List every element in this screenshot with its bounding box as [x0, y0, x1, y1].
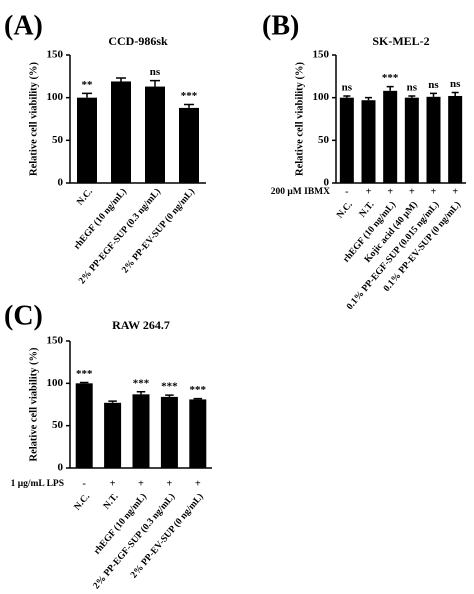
- y-tick-label: 100: [47, 377, 64, 389]
- error-bar: [79, 381, 89, 384]
- x-tick-label: N.T.: [358, 200, 377, 220]
- treatment-label: 200 μM IBMX: [271, 187, 330, 197]
- x-tick-label: N.C.: [335, 200, 355, 221]
- bar: [145, 86, 165, 183]
- treatment-sign: +: [452, 186, 458, 197]
- treatment-sign: +: [195, 478, 201, 489]
- y-tick-label: 0: [58, 462, 64, 474]
- y-tick-label: 100: [47, 91, 64, 103]
- y-tick-label: 100: [313, 91, 330, 103]
- treatment-sign: -: [345, 186, 348, 197]
- error-bar: [184, 103, 194, 108]
- treatment-sign: -: [83, 478, 86, 489]
- y-tick-label: 150: [313, 49, 330, 61]
- error-bar: [165, 394, 174, 397]
- error-bar: [451, 91, 459, 96]
- y-tick-label: 150: [47, 335, 64, 347]
- y-tick-label: 150: [47, 49, 64, 61]
- bar: [361, 100, 376, 183]
- panel-label: (B): [262, 10, 299, 41]
- x-tick-label: rhEGF (10 ng/mL): [92, 491, 149, 556]
- bar: [132, 394, 150, 468]
- x-tick-label: 0.1% PP-EGF-SUP (0.015 ng/mL): [344, 199, 441, 312]
- bar: [339, 97, 354, 183]
- bar: [77, 97, 97, 183]
- y-tick-label: 0: [58, 177, 64, 189]
- significance-label: ns: [428, 79, 439, 91]
- treatment-sign: +: [366, 186, 372, 197]
- significance-label: ns: [407, 81, 418, 93]
- significance-label: ***: [133, 377, 150, 389]
- error-bar: [193, 397, 203, 400]
- significance-label: ***: [190, 384, 207, 396]
- significance-label: ns: [342, 81, 353, 93]
- error-bar: [150, 79, 160, 87]
- error-bar: [365, 96, 372, 101]
- error-bar: [116, 77, 126, 82]
- x-tick-label: N.T.: [102, 492, 121, 512]
- error-bar: [82, 92, 92, 98]
- bar: [189, 399, 207, 468]
- panel-label: (A): [4, 10, 43, 41]
- chart-title: RAW 264.7: [112, 318, 170, 332]
- error-bar: [343, 95, 351, 98]
- bar: [426, 96, 441, 183]
- treatment-sign: +: [110, 478, 116, 489]
- panel-label: (C): [4, 300, 43, 331]
- bar: [179, 107, 199, 183]
- x-tick-label: N.C.: [73, 492, 93, 513]
- y-tick-label: 50: [318, 134, 330, 146]
- significance-label: **: [82, 79, 94, 91]
- y-tick-label: 50: [52, 134, 64, 146]
- treatment-label: 1 μg/mL LPS: [11, 479, 64, 489]
- chart-title: SK-MEL-2: [372, 34, 429, 48]
- treatment-sign: +: [409, 186, 415, 197]
- significance-label: ***: [181, 90, 198, 102]
- bar: [111, 81, 131, 183]
- significance-label: ***: [76, 368, 93, 380]
- significance-label: ***: [382, 72, 399, 84]
- y-axis-label: Relative cell viability (%): [28, 347, 39, 462]
- bar: [104, 402, 122, 468]
- error-bar: [430, 92, 437, 97]
- chart-title: CCD-986sk: [108, 34, 168, 48]
- bar: [383, 90, 398, 183]
- y-tick-label: 50: [52, 419, 64, 431]
- y-axis-label: Relative cell viability (%): [294, 61, 305, 176]
- bar: [448, 95, 463, 183]
- error-bar: [136, 391, 146, 395]
- significance-label: ***: [161, 381, 178, 393]
- treatment-sign: +: [431, 186, 437, 197]
- error-bar: [408, 95, 416, 98]
- error-bar: [386, 85, 394, 91]
- significance-label: ns: [450, 78, 461, 90]
- bar: [160, 396, 178, 468]
- treatment-sign: +: [387, 186, 393, 197]
- y-axis-label: Relative cell viability (%): [28, 61, 39, 176]
- error-bar: [108, 400, 117, 403]
- bar: [75, 383, 93, 468]
- x-tick-label: N.C.: [75, 187, 95, 208]
- significance-label: ns: [150, 66, 161, 78]
- treatment-sign: +: [167, 478, 173, 489]
- bar: [404, 97, 419, 183]
- y-tick-label: 0: [324, 177, 330, 189]
- treatment-sign: +: [138, 478, 144, 489]
